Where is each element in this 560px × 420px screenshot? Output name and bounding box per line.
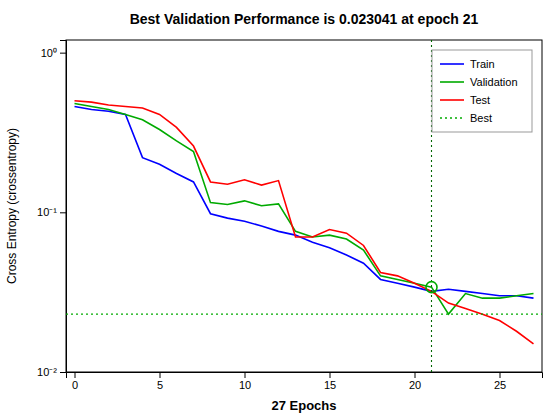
tick-label: 0: [72, 379, 78, 391]
tick-mark: [245, 372, 246, 378]
tick-mark: [160, 372, 161, 378]
tick-label: 15: [324, 379, 336, 391]
axis-line: [60, 41, 67, 373]
tick-mark: [60, 53, 66, 54]
plot-frame: [66, 40, 542, 372]
tick-mark: [500, 372, 501, 378]
legend: Train Validation Test Best: [432, 50, 532, 132]
legend-item: Validation: [440, 76, 518, 88]
legend-box: [432, 50, 532, 132]
x-tick: 5: [157, 372, 163, 391]
y-axis-title: Cross Entropy (crossentropy): [5, 128, 19, 284]
x-tick: 15: [324, 372, 336, 391]
x-axis: 0 5 10 15 20 25: [67, 372, 543, 391]
x-tick: 20: [409, 372, 421, 391]
tick-label: 10⁻²: [37, 366, 57, 378]
x-tick: 25: [494, 372, 506, 391]
legend-item: Test: [440, 94, 490, 106]
y-tick: 10⁻²: [37, 366, 66, 378]
tick-label: 25: [494, 379, 506, 391]
legend-item: Best: [440, 112, 492, 124]
x-axis-title: 27 Epochs: [271, 398, 336, 413]
plot: 0 5 10 15 20 25 10⁻² 10⁻¹ 10⁰ Train Validation Test…: [37, 40, 542, 391]
legend-swatch: [440, 99, 464, 101]
tick-label: 10: [239, 379, 251, 391]
y-tick: 10⁰: [41, 47, 66, 59]
tick-mark: [60, 212, 66, 213]
tick-label: 20: [409, 379, 421, 391]
legend-swatch: [440, 117, 464, 119]
data-area: [66, 40, 542, 372]
tick-mark: [330, 372, 331, 378]
x-tick: 0: [72, 372, 78, 391]
series-line: [75, 106, 534, 298]
tick-mark: [415, 372, 416, 378]
reference-line: [66, 313, 542, 314]
best-point: [426, 282, 437, 293]
legend-item: Train: [440, 58, 495, 70]
series-line: [75, 101, 534, 344]
title: Best Validation Performance is 0.023041 …: [130, 11, 479, 27]
tick-label: 10⁻¹: [37, 206, 57, 218]
axis-line: [67, 373, 543, 379]
legend-label: Test: [470, 94, 490, 106]
chart: 0 5 10 15 20 25 10⁻² 10⁻¹ 10⁰ Train Validation Test…: [0, 0, 560, 420]
y-tick: 10⁻¹: [37, 206, 66, 218]
tick-label: 5: [157, 379, 163, 391]
legend-label: Train: [470, 58, 495, 70]
legend-swatch: [440, 81, 464, 83]
tick-label: 10⁰: [41, 47, 57, 59]
legend-label: Validation: [470, 76, 518, 88]
y-axis: 10⁻² 10⁻¹ 10⁰: [37, 41, 66, 379]
series-line: [75, 104, 534, 315]
legend-label: Best: [470, 112, 492, 124]
legend-swatch: [440, 63, 464, 65]
tick-mark: [75, 372, 76, 378]
tick-mark: [60, 372, 66, 373]
x-tick: 10: [239, 372, 251, 391]
